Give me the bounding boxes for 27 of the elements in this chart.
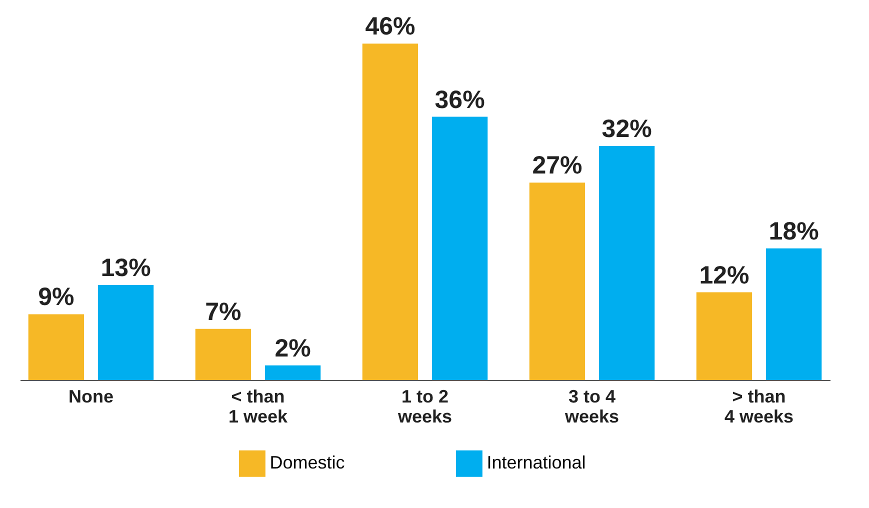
data-label: 7%: [205, 298, 242, 326]
bar: [598, 146, 655, 380]
x-tick-label: < than 1 week: [228, 386, 288, 426]
data-label: 36%: [434, 86, 485, 114]
x-tick-label: 1 to 2 weeks: [396, 386, 452, 426]
bar: [195, 328, 252, 380]
bar: [696, 292, 752, 380]
data-label: 9%: [38, 283, 74, 312]
data-label: 46%: [365, 12, 416, 41]
x-tick-label: None: [68, 386, 114, 406]
bar: [264, 365, 321, 380]
bar: [432, 116, 488, 380]
bar: [98, 284, 154, 380]
data-label: 27%: [532, 152, 582, 180]
data-label: 18%: [768, 217, 819, 246]
data-label: 12%: [699, 261, 750, 290]
data-label: 32%: [602, 115, 652, 144]
bar: [766, 248, 822, 380]
bar: [28, 314, 84, 380]
x-tick-label: 3 to 4 weeks: [564, 386, 620, 426]
data-label: 13%: [100, 254, 151, 282]
legend-label: International: [486, 452, 586, 473]
bar: [529, 182, 586, 380]
bar: [362, 44, 418, 380]
data-label: 2%: [274, 334, 311, 362]
x-tick-label: > than 4 weeks: [724, 386, 794, 426]
legend-label: Domestic: [270, 452, 345, 473]
